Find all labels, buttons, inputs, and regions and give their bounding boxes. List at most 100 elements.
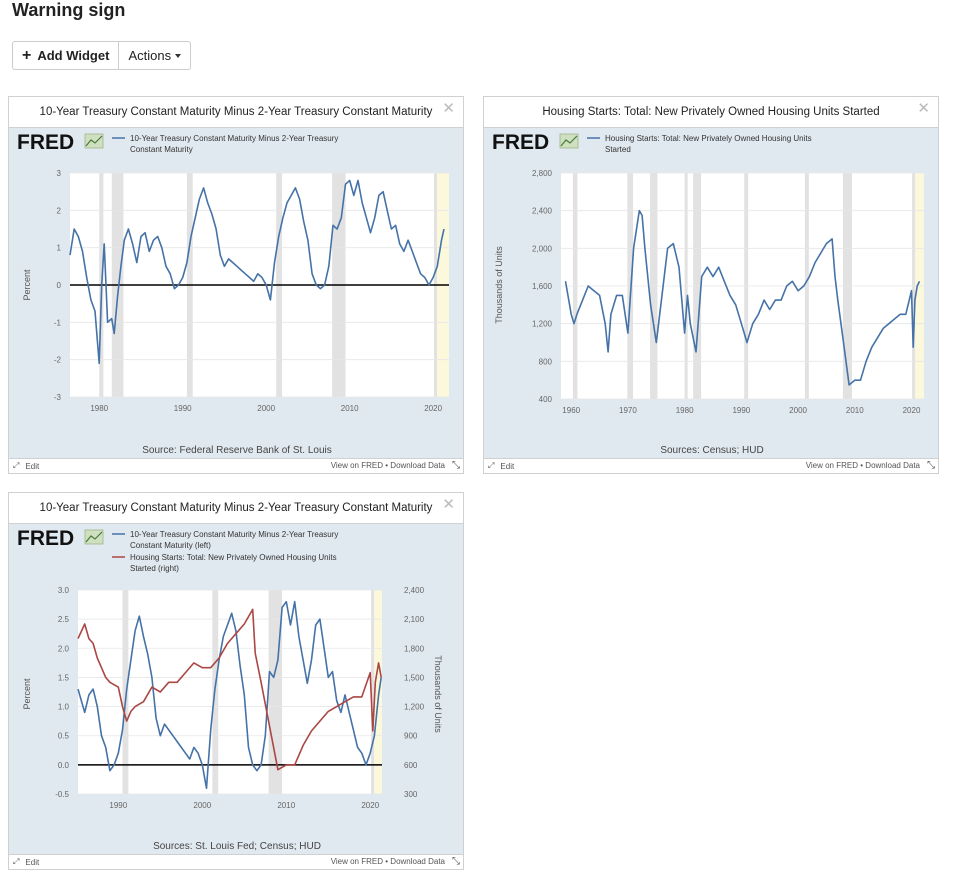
- y-tick-label-right: 2,400: [404, 586, 425, 595]
- edit-label: Edit: [500, 461, 515, 471]
- x-tick-label: 2020: [903, 406, 921, 415]
- link-separator: •: [385, 857, 389, 866]
- y-tick-label: 0.5: [58, 732, 70, 741]
- close-icon[interactable]: ✕: [442, 496, 455, 513]
- y-axis-label-left: Percent: [22, 678, 32, 710]
- y-tick-label: 800: [539, 357, 553, 366]
- footer-links: View on FRED • Download Data: [806, 461, 920, 470]
- dashboard-toolbar: + Add Widget Actions: [12, 41, 192, 70]
- link-separator: •: [385, 461, 389, 470]
- y-tick-label: -0.5: [55, 790, 69, 799]
- y-tick-label-right: 300: [404, 790, 418, 799]
- view-on-fred-link[interactable]: View on FRED: [330, 857, 384, 866]
- y-tick-label: 1.5: [58, 673, 70, 682]
- edit-button[interactable]: ⤢ Edit: [13, 461, 39, 471]
- expand-icon: ⤢: [13, 461, 20, 470]
- widget-title: 10-Year Treasury Constant Maturity Minus…: [9, 493, 463, 524]
- legend-left-line-2: Constant Maturity (left): [130, 541, 211, 550]
- source-text: Sources: St. Louis Fed; Census; HUD: [153, 841, 321, 852]
- plot-area: -3 -2 -1 0 1 2 3 1980 1990 2000 2010 2020: [54, 169, 449, 413]
- add-widget-button[interactable]: + Add Widget: [13, 42, 120, 69]
- fred-logo: FRED: [492, 131, 579, 154]
- series-line: [69, 179, 445, 365]
- y-tick-label: 2.0: [58, 644, 70, 653]
- chart-panel: FRED Housing Starts: Total: New Privatel…: [492, 131, 924, 456]
- edit-label: Edit: [25, 461, 40, 471]
- fred-logo-text: FRED: [17, 131, 74, 154]
- plot-area: 400 800 1,200 1,600 2,000 2,400 2,800 1960 1970 1…: [532, 169, 924, 415]
- fred-logo: FRED: [17, 527, 104, 550]
- recession-band: [268, 590, 283, 794]
- widget-title: 10-Year Treasury Constant Maturity Minus…: [9, 97, 463, 128]
- close-icon[interactable]: ✕: [917, 100, 930, 117]
- x-tick-label: 1970: [619, 406, 637, 415]
- x-tick-label: 1980: [676, 406, 694, 415]
- edit-label: Edit: [25, 857, 40, 867]
- x-tick-label: 1980: [90, 404, 108, 413]
- legend-left-line-1: 10-Year Treasury Constant Maturity Minus…: [130, 530, 338, 539]
- edit-button[interactable]: ⤢ Edit: [488, 461, 514, 471]
- chart-panel: FRED 10-Year Treasury Constant Maturity …: [17, 527, 443, 852]
- y-tick-label: 2.5: [58, 615, 70, 624]
- chart-legend: 10-Year Treasury Constant Maturity Minus…: [112, 134, 338, 154]
- y-tick-label: 1.0: [58, 703, 70, 712]
- y-tick-label-right: 2,100: [404, 615, 425, 624]
- legend-right-line-1: Housing Starts: Total: New Privately Own…: [130, 553, 337, 562]
- widget-combined: 10-Year Treasury Constant Maturity Minus…: [8, 492, 464, 870]
- plot-area: -0.5 0.0 0.5 1.0 1.5 2.0 2.5 3.0 300 600 900 1,200 1…: [55, 586, 424, 810]
- close-icon[interactable]: ✕: [442, 100, 455, 117]
- add-widget-label: Add Widget: [37, 48, 110, 63]
- y-tick-label: 2,000: [532, 244, 553, 253]
- series-line: [564, 209, 921, 386]
- actions-dropdown[interactable]: Actions: [119, 42, 190, 69]
- download-data-link[interactable]: Download Data: [390, 857, 445, 866]
- chart-legend: 10-Year Treasury Constant Maturity Minus…: [112, 530, 338, 573]
- y-tick-label: 1: [57, 244, 62, 253]
- y-tick-label-right: 600: [404, 761, 418, 770]
- resize-icon[interactable]: ⤡: [452, 460, 460, 471]
- y-tick-label: 2,400: [532, 207, 553, 216]
- y-tick-label-right: 1,200: [404, 703, 425, 712]
- page-title: Warning sign: [12, 0, 126, 20]
- fred-logo-text: FRED: [17, 527, 74, 550]
- resize-icon[interactable]: ⤡: [452, 856, 460, 867]
- x-tick-label: 2010: [277, 801, 295, 810]
- x-tick-label: 2000: [257, 404, 275, 413]
- x-tick-label: 1990: [174, 404, 192, 413]
- x-tick-label: 2000: [193, 801, 211, 810]
- legend-label-line-2: Started: [605, 145, 631, 154]
- y-axis-label: Thousands of Units: [494, 246, 504, 324]
- y-tick-label: 0: [57, 281, 62, 290]
- view-on-fred-link[interactable]: View on FRED: [330, 461, 384, 470]
- view-on-fred-link[interactable]: View on FRED: [805, 461, 859, 470]
- download-data-link[interactable]: Download Data: [390, 461, 445, 470]
- caret-down-icon: [175, 53, 182, 58]
- legend-label-line-1: Housing Starts: Total: New Privately Own…: [605, 134, 812, 143]
- x-tick-label: 1960: [562, 406, 580, 415]
- x-tick-label: 1990: [732, 406, 750, 415]
- highlight-band: [373, 590, 382, 794]
- expand-icon: ⤢: [488, 461, 495, 470]
- source-text: Source: Federal Reserve Bank of St. Loui…: [142, 445, 332, 456]
- link-separator: •: [860, 461, 864, 470]
- y-tick-label: 3: [57, 169, 62, 178]
- x-tick-label: 1990: [109, 801, 127, 810]
- widget-title: Housing Starts: Total: New Privately Own…: [484, 97, 938, 128]
- plus-icon: +: [22, 46, 32, 64]
- download-data-link[interactable]: Download Data: [865, 461, 920, 470]
- y-tick-label: 3.0: [58, 586, 70, 595]
- resize-icon[interactable]: ⤡: [927, 460, 935, 471]
- y-tick-label-right: 1,800: [404, 644, 425, 653]
- chart-panel: FRED 10-Year Treasury Constant Maturity …: [17, 131, 449, 456]
- chart-legend: Housing Starts: Total: New Privately Own…: [587, 134, 812, 154]
- y-tick-label: 0.0: [58, 761, 70, 770]
- series-line: [77, 608, 382, 771]
- y-axis-label: Percent: [22, 269, 32, 301]
- y-tick-label: 2,800: [532, 169, 553, 178]
- x-tick-label: 2020: [361, 801, 379, 810]
- y-tick-label-right: 1,500: [404, 673, 425, 682]
- widget-footer: ⤢ Edit View on FRED • Download Data ⤡: [9, 458, 463, 473]
- edit-button[interactable]: ⤢ Edit: [13, 857, 39, 867]
- y-tick-label: 400: [539, 395, 553, 404]
- fred-logo-text: FRED: [492, 131, 549, 154]
